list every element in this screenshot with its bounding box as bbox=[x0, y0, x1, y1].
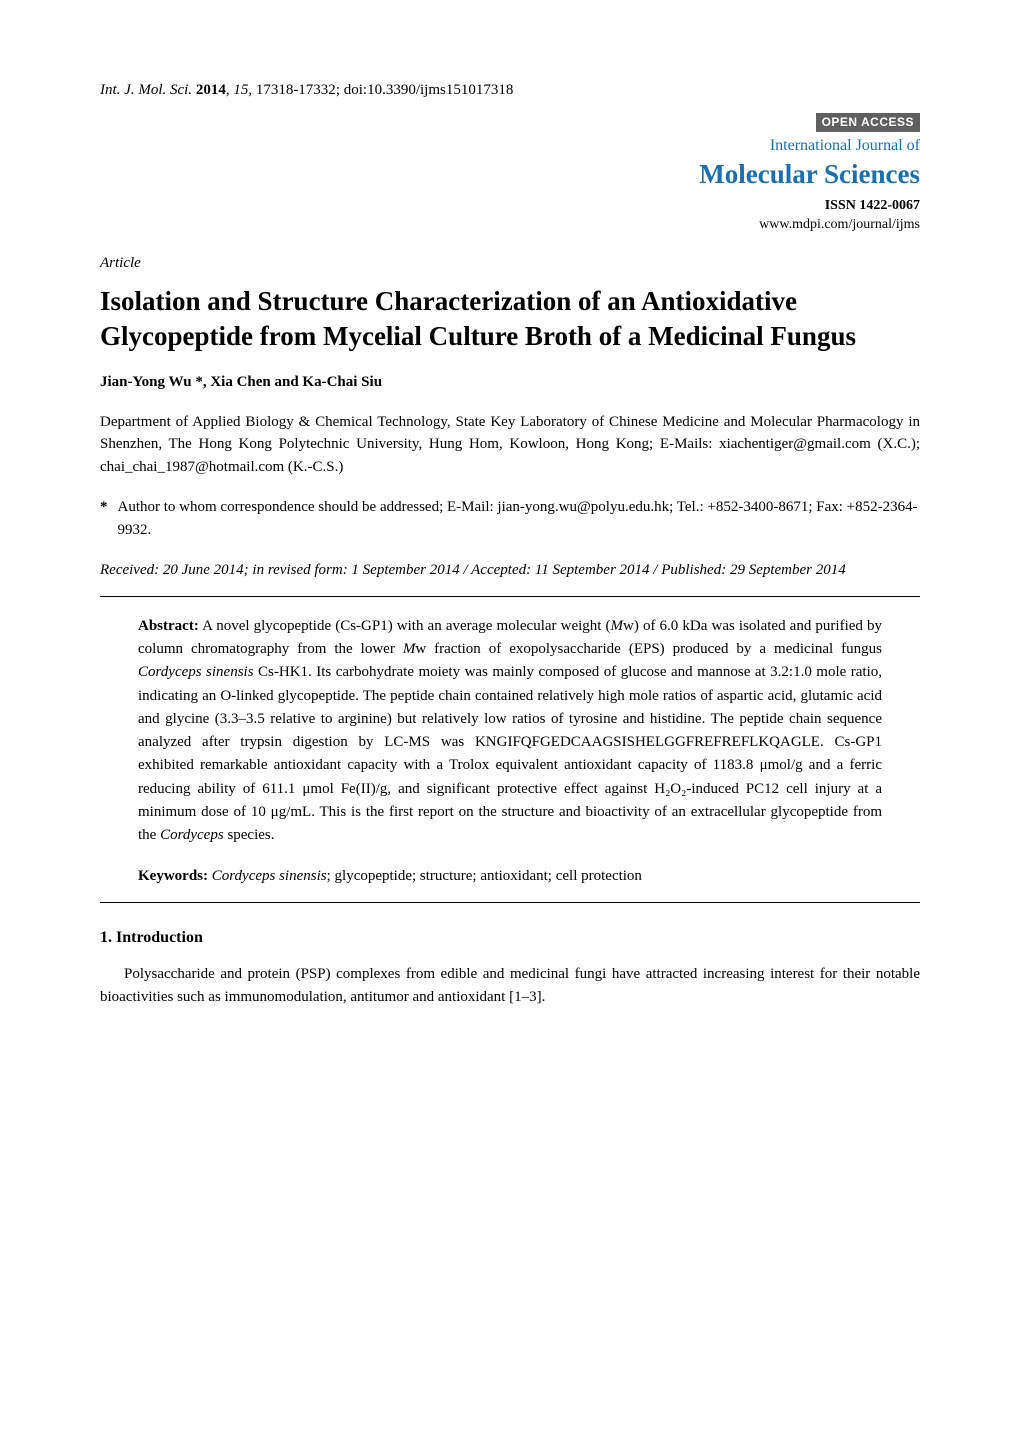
corresponding-asterisk: * bbox=[100, 496, 108, 541]
volume: 15 bbox=[233, 82, 248, 98]
section-1-heading: 1. Introduction bbox=[100, 927, 920, 949]
section-1-body: Polysaccharide and protein (PSP) complex… bbox=[100, 963, 920, 1008]
journal-url: www.mdpi.com/journal/ijms bbox=[100, 215, 920, 235]
journal-name-line1: International Journal of bbox=[100, 135, 920, 157]
article-title: Isolation and Structure Characterization… bbox=[100, 284, 920, 354]
rule-bottom bbox=[100, 902, 920, 903]
correspondence-text: Author to whom correspondence should be … bbox=[118, 496, 921, 541]
journal-identity-block: OPEN ACCESS International Journal of Mol… bbox=[100, 111, 920, 235]
header-citation: Int. J. Mol. Sci. 2014, 15, 17318-17332;… bbox=[100, 80, 920, 101]
article-type: Article bbox=[100, 253, 920, 274]
year: 2014 bbox=[196, 82, 226, 98]
abstract-text: Abstract: A novel glycopeptide (Cs-GP1) … bbox=[138, 615, 882, 848]
article-dates: Received: 20 June 2014; in revised form:… bbox=[100, 559, 920, 582]
abstract-block: Abstract: A novel glycopeptide (Cs-GP1) … bbox=[100, 615, 920, 888]
affiliation: Department of Applied Biology & Chemical… bbox=[100, 411, 920, 479]
authors: Jian-Yong Wu *, Xia Chen and Ka-Chai Siu bbox=[100, 372, 920, 393]
journal-name-line2: Molecular Sciences bbox=[100, 156, 920, 194]
rule-top bbox=[100, 596, 920, 597]
issn: ISSN 1422-0067 bbox=[100, 196, 920, 216]
correspondence: * Author to whom correspondence should b… bbox=[100, 496, 920, 541]
keywords: Keywords: Cordyceps sinensis; glycopepti… bbox=[138, 865, 882, 888]
journal-abbrev: Int. J. Mol. Sci. bbox=[100, 82, 192, 98]
keywords-label: Keywords: bbox=[138, 868, 208, 884]
open-access-badge: OPEN ACCESS bbox=[816, 113, 920, 132]
page-range: 17318-17332 bbox=[256, 82, 336, 98]
abstract-label: Abstract: bbox=[138, 618, 199, 634]
doi: doi:10.3390/ijms151017318 bbox=[344, 82, 514, 98]
